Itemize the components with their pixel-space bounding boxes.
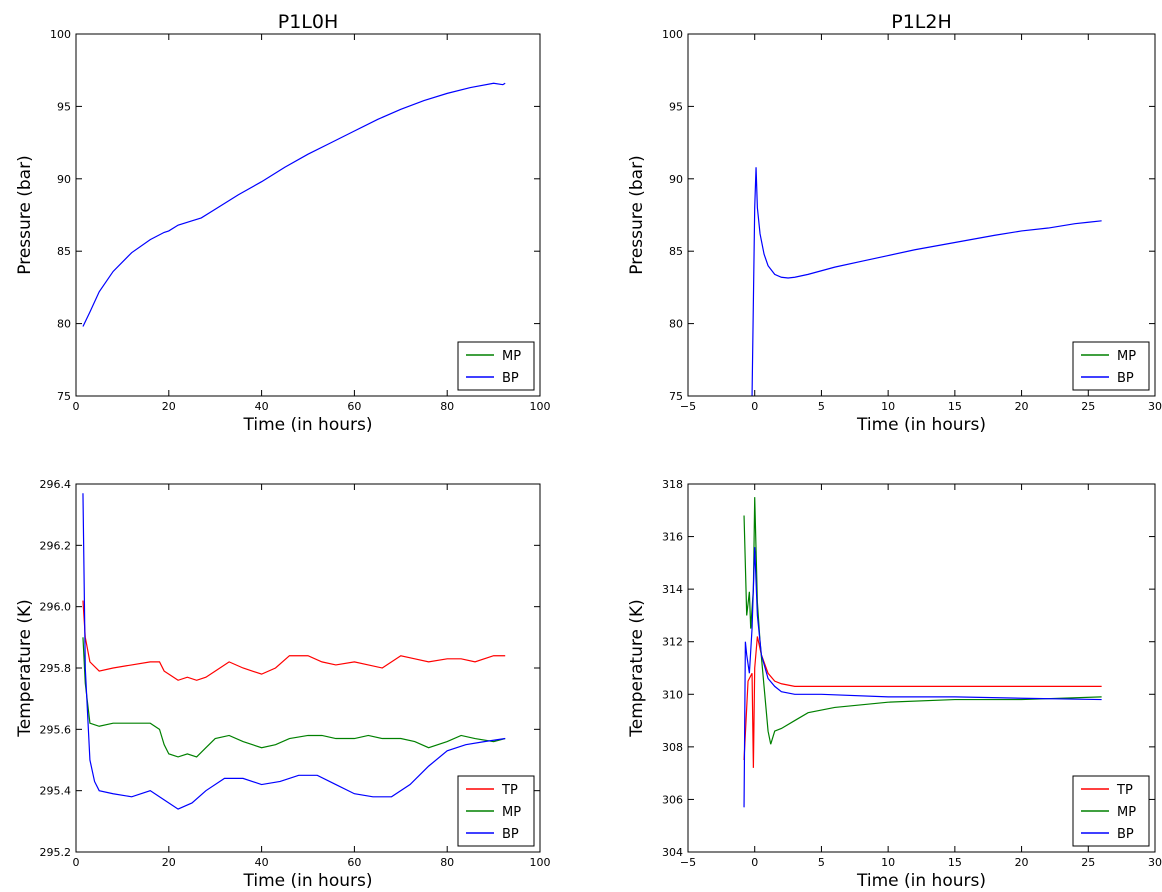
- x-tick-label: 20: [162, 400, 176, 413]
- plot-frame: [687, 483, 1156, 853]
- legend: MP BP: [457, 341, 535, 391]
- x-tick-label: 100: [530, 400, 551, 413]
- x-tick-label: 10: [881, 856, 895, 869]
- y-tick-label: 95: [669, 100, 683, 113]
- legend-label-tp: TP: [1116, 783, 1133, 798]
- legend-label-bp: BP: [502, 371, 519, 386]
- x-tick-label: 0: [751, 856, 758, 869]
- y-tick-label: 75: [57, 390, 71, 403]
- x-tick-label: 0: [73, 400, 80, 413]
- legend-label-mp: MP: [502, 349, 521, 364]
- x-tick-label: 60: [347, 856, 361, 869]
- chart-title: P1L0H: [278, 11, 339, 33]
- y-tick-label: 100: [662, 28, 683, 41]
- x-tick-label: 15: [948, 400, 962, 413]
- legend-label-bp: BP: [1117, 827, 1134, 842]
- series-line-bp: [82, 82, 506, 327]
- series-line-tp: [743, 636, 1102, 768]
- legend-box: [457, 341, 535, 391]
- series-line-bp: [751, 167, 1102, 396]
- x-tick-label: 60: [347, 400, 361, 413]
- y-tick-label: 295.6: [40, 723, 72, 736]
- x-tick-label: 30: [1148, 856, 1162, 869]
- series-line-mp: [743, 497, 1102, 745]
- x-axis-label: Time (in hours): [856, 415, 986, 435]
- y-axis-label: Temperature (K): [627, 599, 647, 738]
- x-tick-label: 20: [1015, 856, 1029, 869]
- y-tick-label: 80: [669, 318, 683, 331]
- chart-p1l0h-temperature: 0 20 40 60 80 100 295.2 295.4 295.6 295.8 296.0 296…: [15, 478, 551, 891]
- y-axis-label: Temperature (K): [15, 599, 35, 738]
- y-tick-label: 75: [669, 390, 683, 403]
- y-tick-label: 316: [662, 531, 683, 544]
- y-tick-label: 295.8: [40, 662, 72, 675]
- y-axis-label: Pressure (bar): [15, 155, 35, 274]
- legend-label-mp: MP: [1117, 805, 1136, 820]
- chart-title: P1L2H: [891, 11, 952, 33]
- x-axis-label: Time (in hours): [243, 871, 373, 891]
- legend: TP MP BP: [1072, 775, 1150, 847]
- x-tick-label: 5: [818, 400, 825, 413]
- x-tick-label: −5: [680, 400, 696, 413]
- y-tick-label: 95: [57, 100, 71, 113]
- legend-label-mp: MP: [1117, 349, 1136, 364]
- y-tick-label: 318: [662, 478, 683, 491]
- legend-label-tp: TP: [501, 783, 518, 798]
- chart-p1l0h-pressure: 0 20 40 60 80 100 75 80 85 90 95 100 Time (in hours)…: [15, 11, 551, 435]
- x-tick-label: 0: [751, 400, 758, 413]
- y-tick-label: 296.2: [40, 539, 72, 552]
- y-tick-label: 310: [662, 688, 683, 701]
- series-line-mp: [82, 637, 506, 758]
- x-tick-label: 20: [162, 856, 176, 869]
- y-tick-label: 90: [669, 173, 683, 186]
- y-tick-label: 312: [662, 636, 683, 649]
- x-tick-label: 80: [440, 856, 454, 869]
- series-line-bp: [82, 493, 506, 810]
- chart-p1l2h-pressure: −5 0 5 10 15 20 25 30 75 80 85 90 95 100 Time (in hour…: [627, 11, 1162, 435]
- x-tick-label: 20: [1015, 400, 1029, 413]
- x-tick-label: 15: [948, 856, 962, 869]
- series-line-tp: [82, 600, 506, 681]
- x-tick-label: 25: [1081, 856, 1095, 869]
- x-tick-label: 5: [818, 856, 825, 869]
- y-axis-label: Pressure (bar): [627, 155, 647, 274]
- x-tick-label: 40: [255, 856, 269, 869]
- plot-frame: [75, 33, 541, 397]
- y-tick-label: 85: [669, 245, 683, 258]
- x-tick-label: 100: [530, 856, 551, 869]
- y-tick-label: 295.2: [40, 846, 72, 859]
- y-tick-label: 304: [662, 846, 683, 859]
- y-tick-label: 306: [662, 793, 683, 806]
- y-tick-label: 90: [57, 173, 71, 186]
- x-tick-label: 30: [1148, 400, 1162, 413]
- legend-label-bp: BP: [502, 827, 519, 842]
- y-tick-label: 100: [50, 28, 71, 41]
- y-tick-label: 308: [662, 741, 683, 754]
- legend: MP BP: [1072, 341, 1150, 391]
- y-tick-label: 296.0: [40, 601, 72, 614]
- x-tick-label: 80: [440, 400, 454, 413]
- legend-label-bp: BP: [1117, 371, 1134, 386]
- x-axis-label: Time (in hours): [856, 871, 986, 891]
- x-tick-label: 10: [881, 400, 895, 413]
- legend-box: [1072, 341, 1150, 391]
- x-tick-label: 25: [1081, 400, 1095, 413]
- plot-frame: [687, 33, 1156, 397]
- y-tick-label: 85: [57, 245, 71, 258]
- x-tick-label: 0: [73, 856, 80, 869]
- series-line-bp: [743, 547, 1102, 808]
- legend-label-mp: MP: [502, 805, 521, 820]
- y-tick-label: 80: [57, 318, 71, 331]
- x-axis-label: Time (in hours): [243, 415, 373, 435]
- y-tick-label: 295.4: [40, 785, 72, 798]
- y-tick-label: 314: [662, 583, 683, 596]
- x-tick-label: 40: [255, 400, 269, 413]
- legend: TP MP BP: [457, 775, 535, 847]
- y-tick-label: 296.4: [40, 478, 72, 491]
- x-tick-label: −5: [680, 856, 696, 869]
- chart-p1l2h-temperature: −5 0 5 10 15 20 25 30 304 306 308 310 312 314 316 318 Ti…: [627, 478, 1162, 891]
